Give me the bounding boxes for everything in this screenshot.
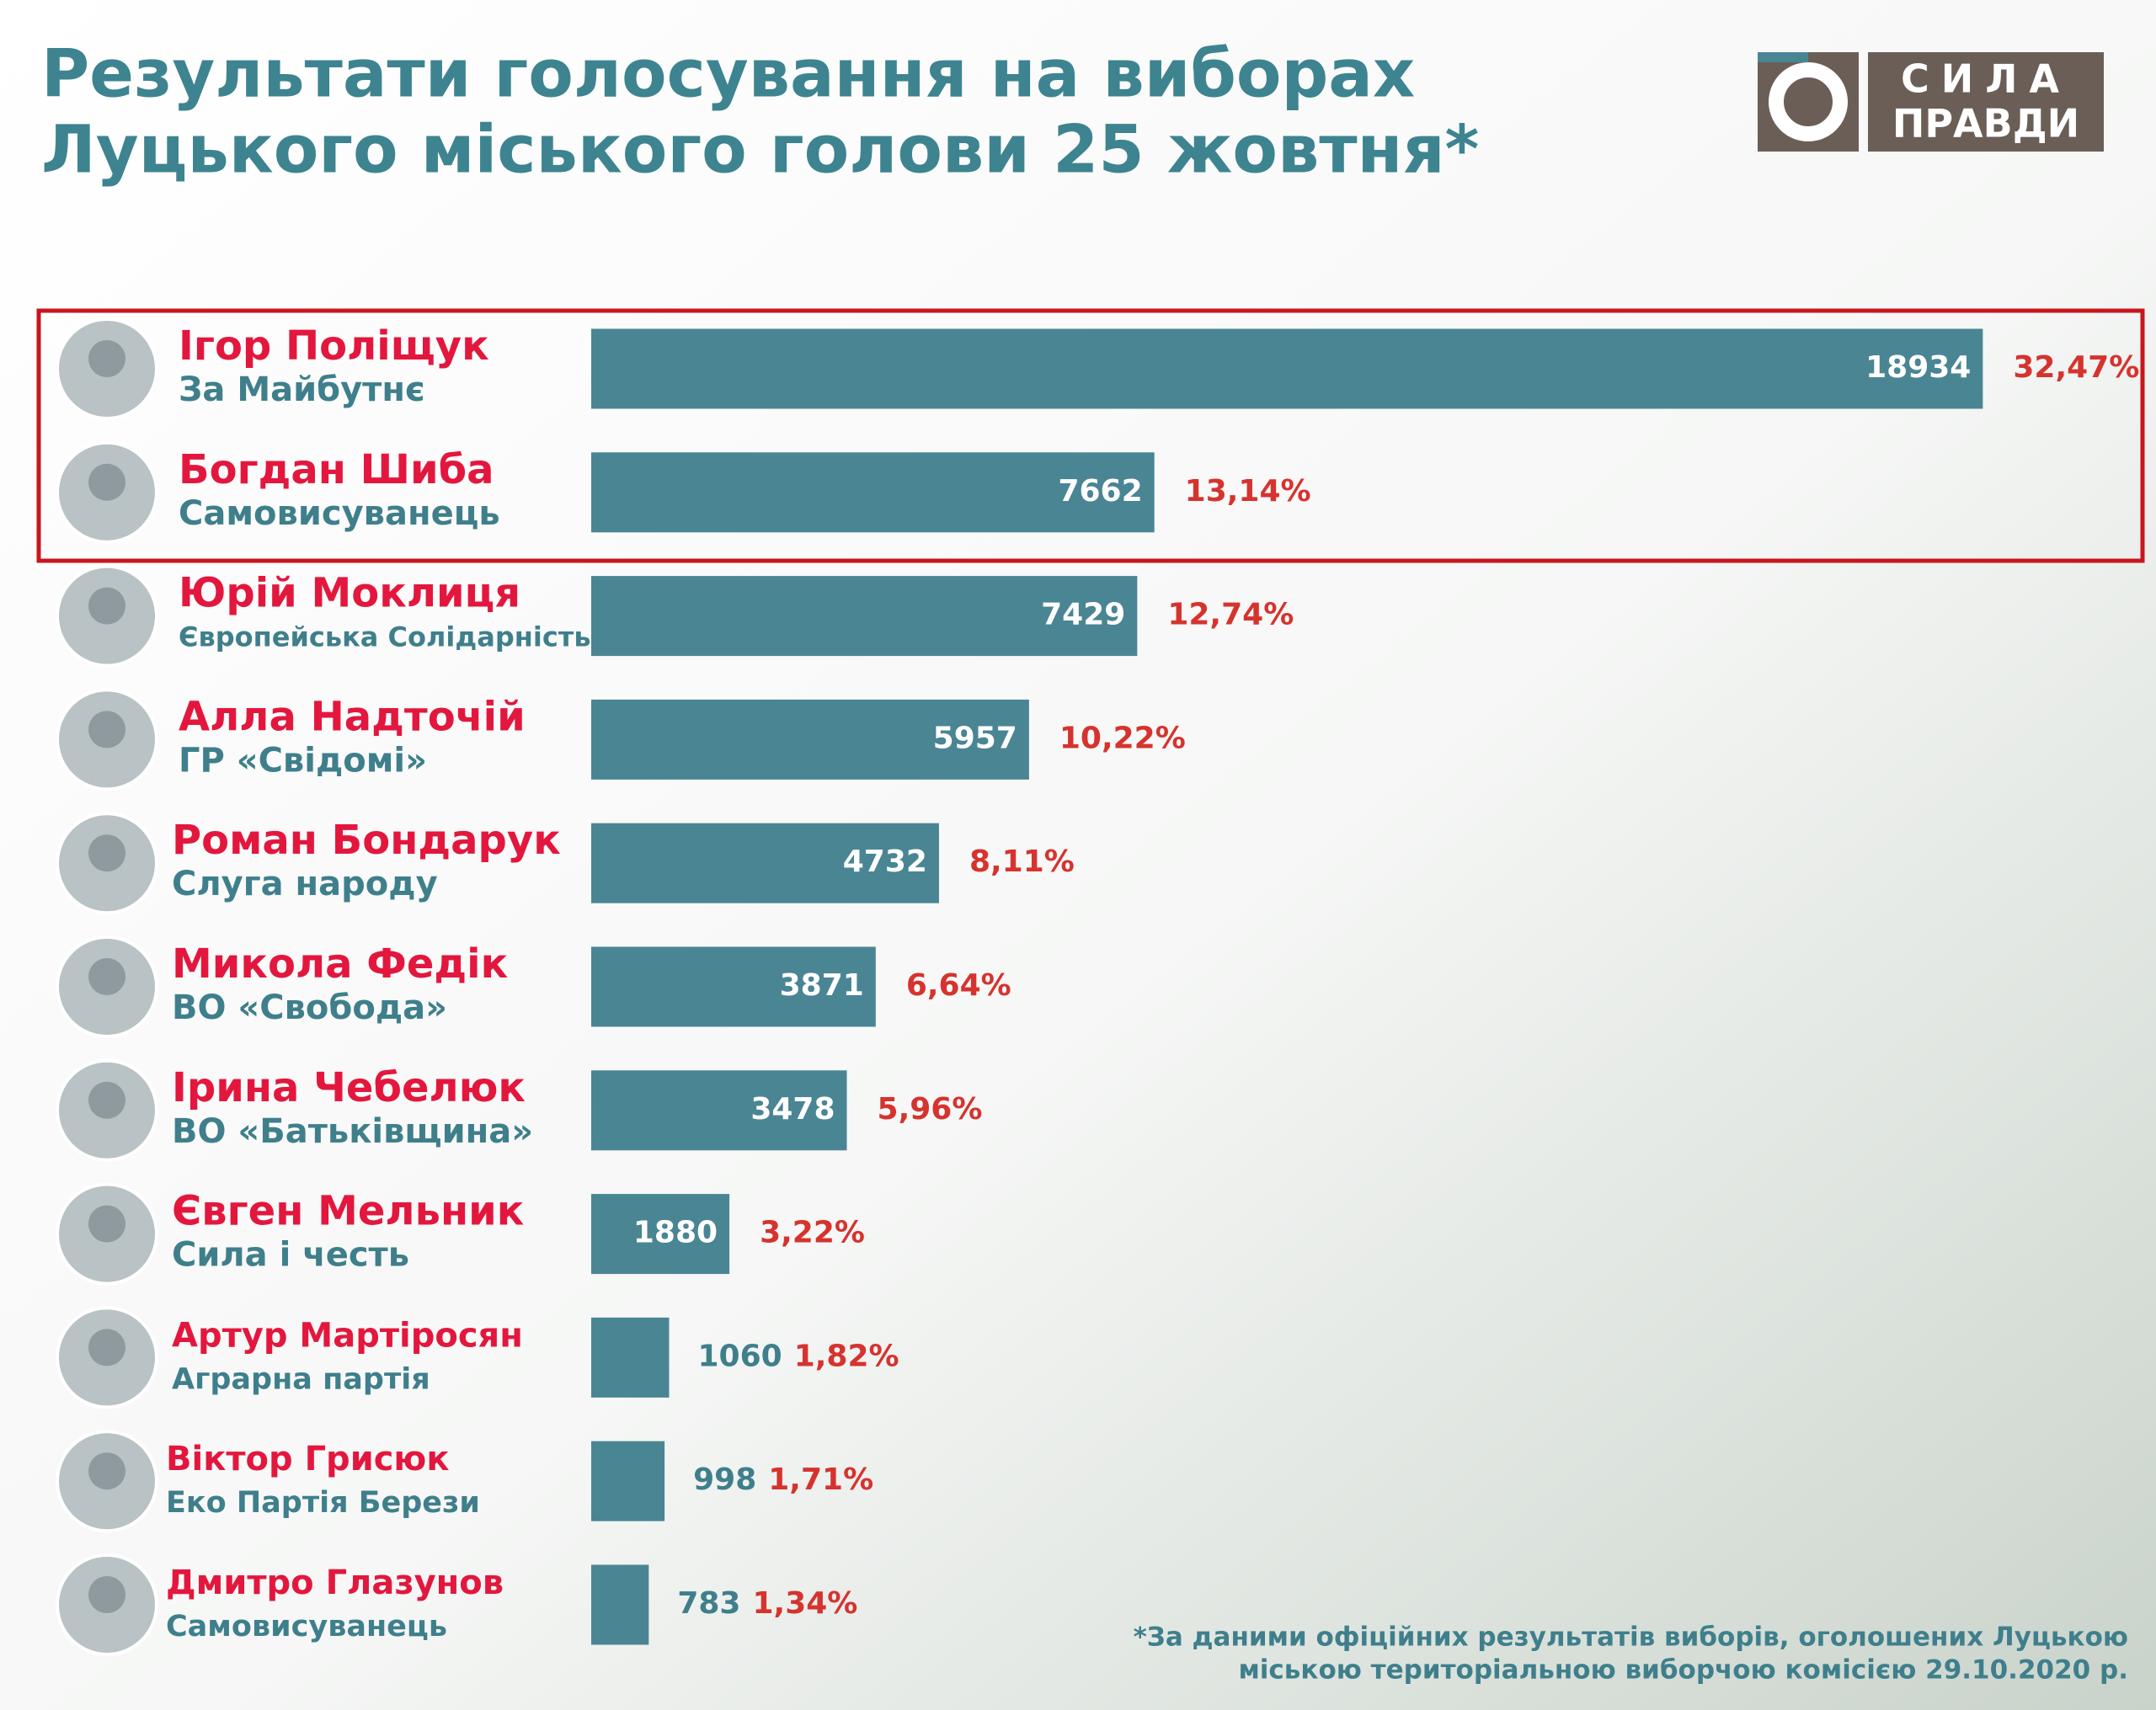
candidate-name: Віктор Грисюк — [166, 1440, 449, 1478]
candidate-name: Артур Мартіросян — [172, 1316, 523, 1355]
avatar-head — [88, 1081, 125, 1119]
bar — [591, 823, 939, 903]
percent-label: 32,47% — [2013, 350, 2139, 385]
avatar-head — [88, 711, 125, 748]
avatar-head — [88, 1205, 125, 1243]
percent-label: 1,82% — [794, 1339, 899, 1373]
party-name: Самовисуванець — [179, 494, 500, 533]
bar — [591, 328, 1983, 409]
logo-ring — [1769, 62, 1848, 141]
logo-box — [1868, 52, 2104, 152]
bar — [591, 699, 1029, 780]
candidate-name: Микола Федік — [172, 940, 508, 988]
percent-label: 6,64% — [906, 968, 1011, 1003]
party-name: Самовисуванець — [166, 1610, 447, 1643]
party-name: За Майбутнє — [179, 370, 425, 409]
percent-label: 3,22% — [760, 1216, 865, 1250]
bar — [591, 1564, 649, 1645]
logo-text: СИЛА — [1901, 56, 2071, 102]
logo: СИЛА ПРАВДИ — [1758, 52, 2104, 152]
bar — [591, 576, 1138, 657]
value-label: 3871 — [780, 968, 864, 1003]
candidate-name: Алла Надточій — [179, 693, 526, 740]
logo-accent — [1758, 52, 1808, 62]
value-label: 998 — [693, 1462, 756, 1497]
value-label: 1060 — [698, 1339, 782, 1373]
percent-label: 10,22% — [1059, 721, 1186, 755]
bar — [591, 1441, 665, 1521]
candidate-name: Юрій Моклиця — [179, 570, 520, 617]
value-label: 4732 — [843, 844, 927, 879]
party-name: Слуга народу — [172, 865, 438, 903]
candidate-name: Роман Бондарук — [172, 817, 561, 864]
value-label: 7662 — [1058, 474, 1142, 509]
party-name: Аграрна партія — [172, 1362, 430, 1396]
avatar-head — [88, 340, 125, 377]
candidate-name: Ірина Чебелюк — [172, 1064, 526, 1111]
bar — [591, 452, 1155, 533]
party-name: ВО «Свобода» — [172, 988, 447, 1027]
percent-label: 5,96% — [878, 1092, 983, 1127]
candidate-name: Богдан Шиба — [179, 446, 494, 493]
candidate-name: Євген Мельник — [172, 1188, 524, 1235]
footnote: *За даними офіційних результатів виборів… — [1134, 1622, 2128, 1653]
avatar-head — [88, 463, 125, 501]
avatar-head — [88, 1452, 125, 1490]
party-name: Еко Партія Берези — [166, 1486, 480, 1520]
bar — [591, 1194, 730, 1275]
percent-label: 1,71% — [768, 1462, 873, 1497]
bar — [591, 1070, 847, 1151]
avatar-head — [88, 1576, 125, 1613]
avatar-head — [88, 1329, 125, 1366]
value-label: 3478 — [750, 1092, 835, 1127]
party-name: ВО «Батьківщина» — [172, 1112, 533, 1151]
percent-label: 12,74% — [1167, 598, 1294, 632]
value-label: 783 — [677, 1586, 740, 1621]
value-label: 5957 — [933, 721, 1017, 755]
chart-title: Луцького міського голови 25 жовтня* — [41, 112, 1479, 188]
party-name: ГР «Свідомі» — [179, 741, 427, 780]
percent-label: 1,34% — [752, 1586, 857, 1621]
candidate-name: Дмитро Глазунов — [166, 1564, 504, 1602]
percent-label: 13,14% — [1185, 474, 1311, 509]
party-name: Сила і честь — [172, 1236, 409, 1275]
avatar-head — [88, 834, 125, 872]
highlight-box — [36, 308, 2145, 563]
party-name: Європейська Солідарність — [179, 621, 591, 653]
bar — [591, 946, 876, 1027]
value-label: 7429 — [1041, 598, 1125, 632]
footnote: міською територіальною виборчою комісією… — [1238, 1655, 2128, 1686]
value-label: 18934 — [1865, 350, 1971, 385]
value-label: 1880 — [633, 1216, 718, 1250]
candidate-name: Ігор Поліщук — [179, 322, 489, 370]
avatar-head — [88, 958, 125, 995]
avatar-head — [88, 587, 125, 625]
bar — [591, 1317, 670, 1398]
logo-text: ПРАВДИ — [1892, 101, 2079, 146]
chart-title: Результати голосування на виборах — [41, 36, 1415, 112]
percent-label: 8,11% — [969, 844, 1075, 879]
